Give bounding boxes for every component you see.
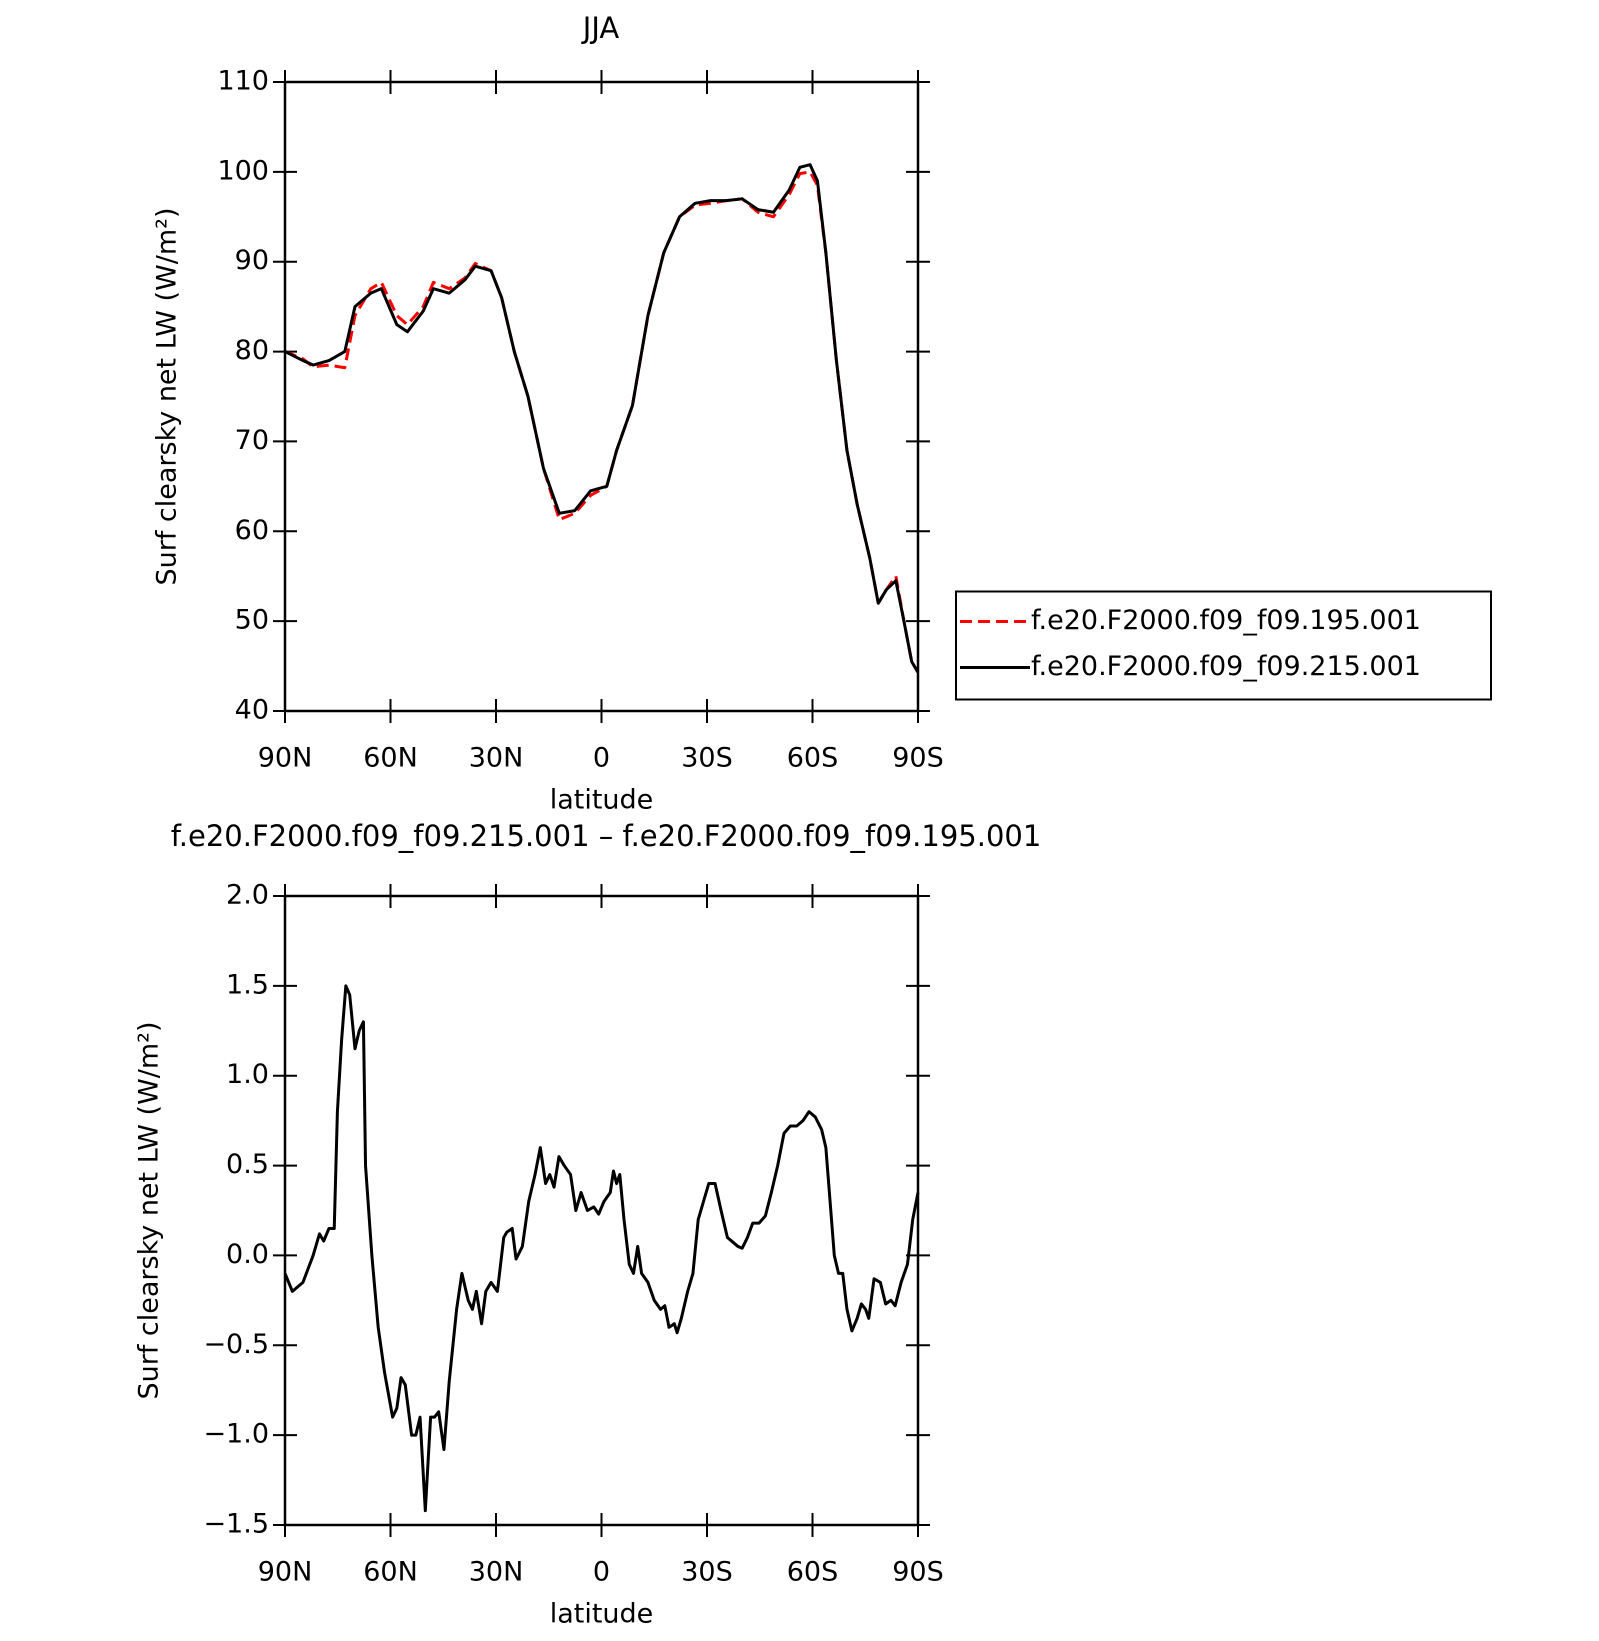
y-tick-label: 60 <box>235 515 269 546</box>
y-tick-label: 90 <box>235 245 269 276</box>
series-line <box>284 170 920 674</box>
plot-frame <box>283 80 920 713</box>
x-tick-label: 60S <box>787 1557 839 1588</box>
x-tick-label: 30N <box>469 1557 524 1588</box>
y-tick-label: −0.5 <box>203 1329 269 1360</box>
x-tick-label: 90N <box>258 743 313 774</box>
chart-title: JJA <box>581 11 620 45</box>
y-tick-label: 70 <box>235 425 269 456</box>
y-tick-label: −1.5 <box>203 1509 269 1540</box>
legend-label: f.e20.F2000.f09_f09.215.001 <box>1031 651 1421 682</box>
x-tick-label: 30N <box>469 743 524 774</box>
x-tick-label: 60N <box>363 1557 418 1588</box>
x-tick-label: 90S <box>892 743 944 774</box>
plot-frame <box>283 894 920 1527</box>
series-line <box>284 163 920 674</box>
chart-title: f.e20.F2000.f09_f09.215.001 – f.e20.F200… <box>171 819 1042 853</box>
y-tick-label: −1.0 <box>203 1419 269 1450</box>
legend-label: f.e20.F2000.f09_f09.195.001 <box>1031 605 1421 636</box>
y-tick-label: 1.5 <box>226 969 269 1000</box>
y-tick-label: 2.0 <box>226 880 269 911</box>
y-tick-label: 80 <box>235 335 269 366</box>
y-tick-label: 1.0 <box>226 1059 269 1090</box>
x-tick-label: 0 <box>593 1557 610 1588</box>
y-tick-label: 0.0 <box>226 1239 269 1270</box>
y-axis-label: Surf clearsky net LW (W/m²) <box>152 207 183 585</box>
x-tick-label: 30S <box>681 1557 733 1588</box>
x-tick-label: 0 <box>593 743 610 774</box>
x-tick-label: 60N <box>363 743 418 774</box>
x-axis-label: latitude <box>550 785 654 816</box>
legend-box <box>955 590 1492 701</box>
y-tick-label: 50 <box>235 605 269 636</box>
x-tick-label: 60S <box>787 743 839 774</box>
x-tick-label: 90S <box>892 1557 944 1588</box>
x-axis-label: latitude <box>550 1599 654 1630</box>
series-line <box>283 984 920 1513</box>
y-tick-label: 110 <box>217 66 269 97</box>
y-tick-label: 100 <box>217 155 269 186</box>
y-axis-label: Surf clearsky net LW (W/m²) <box>134 1021 165 1399</box>
y-tick-label: 40 <box>235 695 269 726</box>
x-tick-label: 90N <box>258 1557 313 1588</box>
y-tick-label: 0.5 <box>226 1149 269 1180</box>
x-tick-label: 30S <box>681 743 733 774</box>
